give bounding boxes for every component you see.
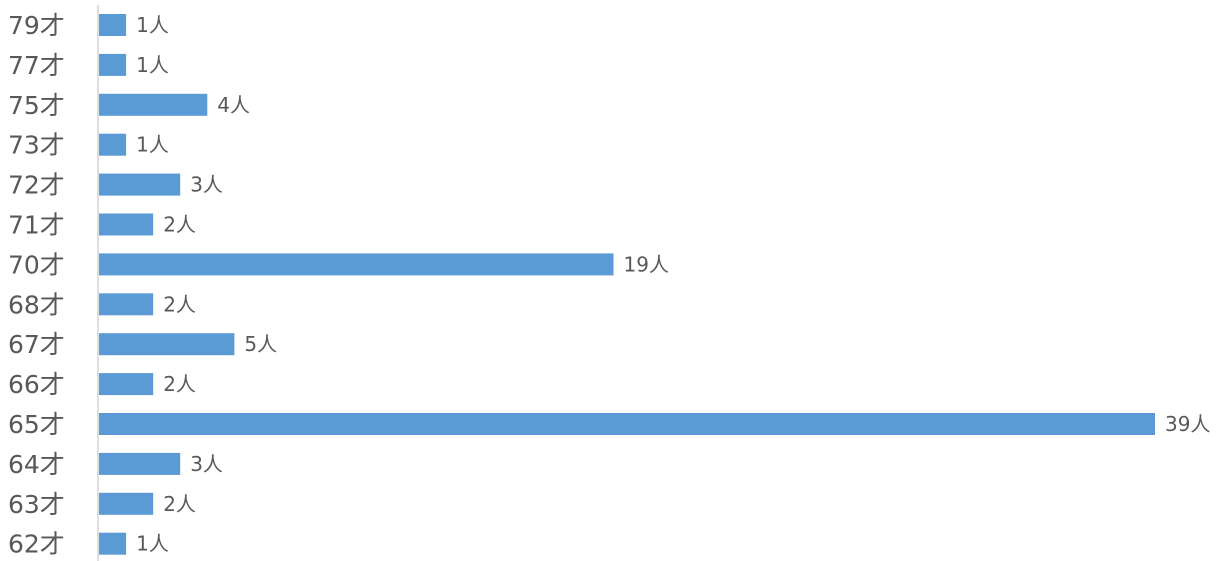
data-label: 2人 — [163, 492, 196, 516]
data-label: 1人 — [136, 53, 169, 77]
category-label: 72才 — [8, 171, 65, 200]
data-label: 19人 — [624, 252, 669, 276]
category-label: 65才 — [8, 410, 65, 439]
data-label: 2人 — [163, 213, 196, 237]
category-label: 79才 — [8, 11, 65, 40]
category-label: 67才 — [8, 330, 65, 359]
data-label: 2人 — [163, 372, 196, 396]
data-label: 39人 — [1165, 412, 1210, 436]
category-label: 63才 — [8, 490, 65, 519]
bar — [99, 413, 1155, 435]
data-label: 3人 — [190, 452, 223, 476]
category-label: 62才 — [8, 530, 65, 559]
data-labels-group: 1人 1人 4人 1人 3人 2人 19人 2人 5人 2人 39人 3人 2人 1人 — [136, 13, 1210, 556]
category-label: 75才 — [8, 91, 65, 120]
category-label: 77才 — [8, 51, 65, 80]
data-label: 4人 — [217, 93, 250, 117]
data-label: 1人 — [136, 13, 169, 37]
category-labels-group: 79才 77才 75才 73才 72才 71才 70才 68才 67才 66才 65才 64才 63才 6… — [8, 11, 65, 559]
bar — [99, 333, 235, 356]
bar — [99, 492, 154, 515]
bar — [99, 133, 127, 156]
category-label: 68才 — [8, 290, 65, 319]
bar — [99, 452, 181, 475]
category-label: 70才 — [8, 250, 65, 279]
category-label: 71才 — [8, 211, 65, 240]
bar — [99, 93, 208, 116]
data-label: 2人 — [163, 292, 196, 316]
bar — [99, 14, 127, 36]
bar — [99, 373, 154, 396]
bar — [99, 53, 127, 76]
bar — [99, 253, 614, 276]
bars-group — [99, 14, 1155, 555]
bar — [99, 213, 154, 236]
bar — [99, 532, 127, 555]
data-label: 1人 — [136, 532, 169, 556]
category-label: 66才 — [8, 370, 65, 399]
category-label: 73才 — [8, 131, 65, 160]
data-label: 3人 — [190, 173, 223, 197]
category-label: 64才 — [8, 450, 65, 479]
bar — [99, 293, 154, 316]
data-label: 5人 — [244, 332, 277, 356]
bar — [99, 173, 181, 196]
data-label: 1人 — [136, 133, 169, 157]
